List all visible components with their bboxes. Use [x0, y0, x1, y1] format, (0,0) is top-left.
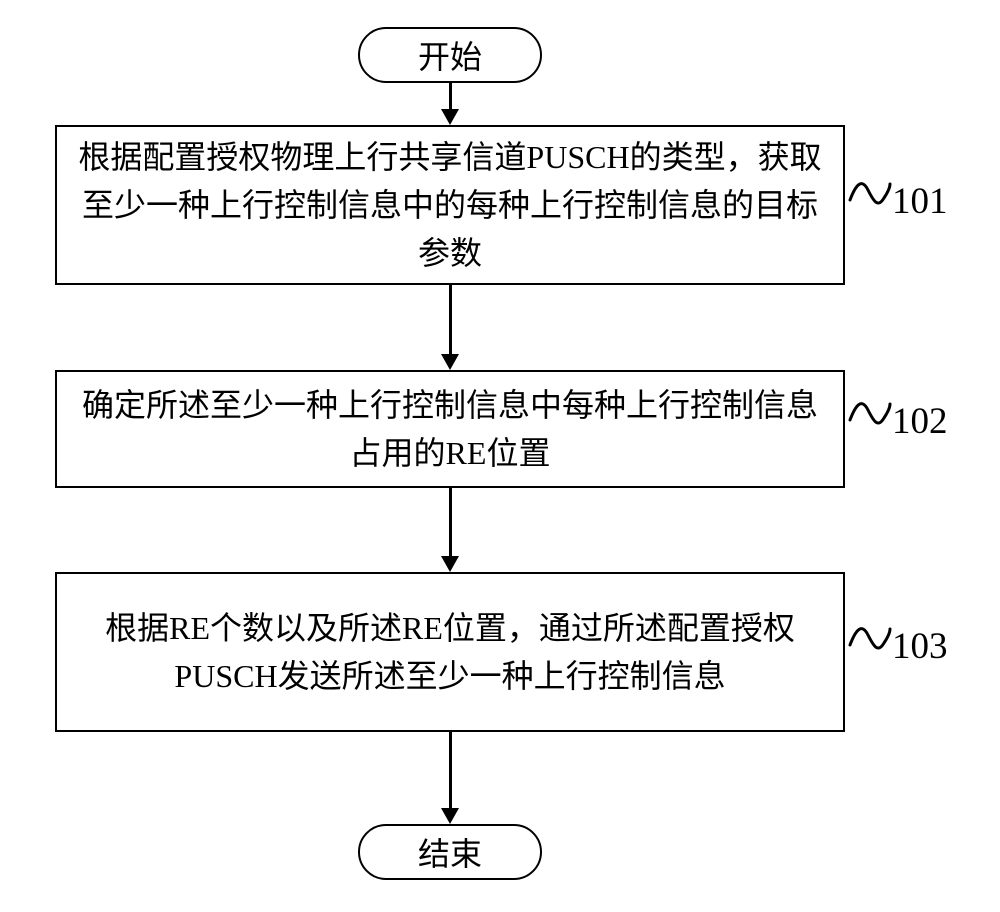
connector-step1-step2: [449, 285, 452, 355]
step-label-101: 101: [892, 180, 948, 223]
connector-step3-end: [449, 732, 452, 808]
squiggle-102: [848, 394, 892, 434]
process-step-103: 根据RE个数以及所述RE位置，通过所述配置授权PUSCH发送所述至少一种上行控制…: [55, 572, 845, 732]
step-label-102: 102: [892, 400, 948, 443]
end-label: 结束: [418, 829, 482, 875]
arrow-start-step1: [441, 109, 459, 125]
process-step-102: 确定所述至少一种上行控制信息中每种上行控制信息占用的RE位置: [55, 370, 845, 488]
squiggle-101: [848, 174, 892, 214]
end-terminator: 结束: [358, 824, 542, 880]
connector-step2-step3: [449, 488, 452, 556]
process-step-102-text: 确定所述至少一种上行控制信息中每种上行控制信息占用的RE位置: [77, 381, 823, 477]
start-label: 开始: [418, 32, 482, 78]
start-terminator: 开始: [358, 27, 542, 83]
process-step-101-text: 根据配置授权物理上行共享信道PUSCH的类型，获取至少一种上行控制信息中的每种上…: [77, 133, 823, 277]
connector-start-step1: [449, 83, 452, 111]
arrow-step1-step2: [441, 354, 459, 370]
arrow-step2-step3: [441, 556, 459, 572]
arrow-step3-end: [441, 808, 459, 824]
step-label-103: 103: [892, 625, 948, 668]
process-step-103-text: 根据RE个数以及所述RE位置，通过所述配置授权PUSCH发送所述至少一种上行控制…: [77, 604, 823, 700]
flowchart-canvas: 开始 根据配置授权物理上行共享信道PUSCH的类型，获取至少一种上行控制信息中的…: [0, 0, 1000, 912]
squiggle-103: [848, 619, 892, 659]
process-step-101: 根据配置授权物理上行共享信道PUSCH的类型，获取至少一种上行控制信息中的每种上…: [55, 125, 845, 285]
